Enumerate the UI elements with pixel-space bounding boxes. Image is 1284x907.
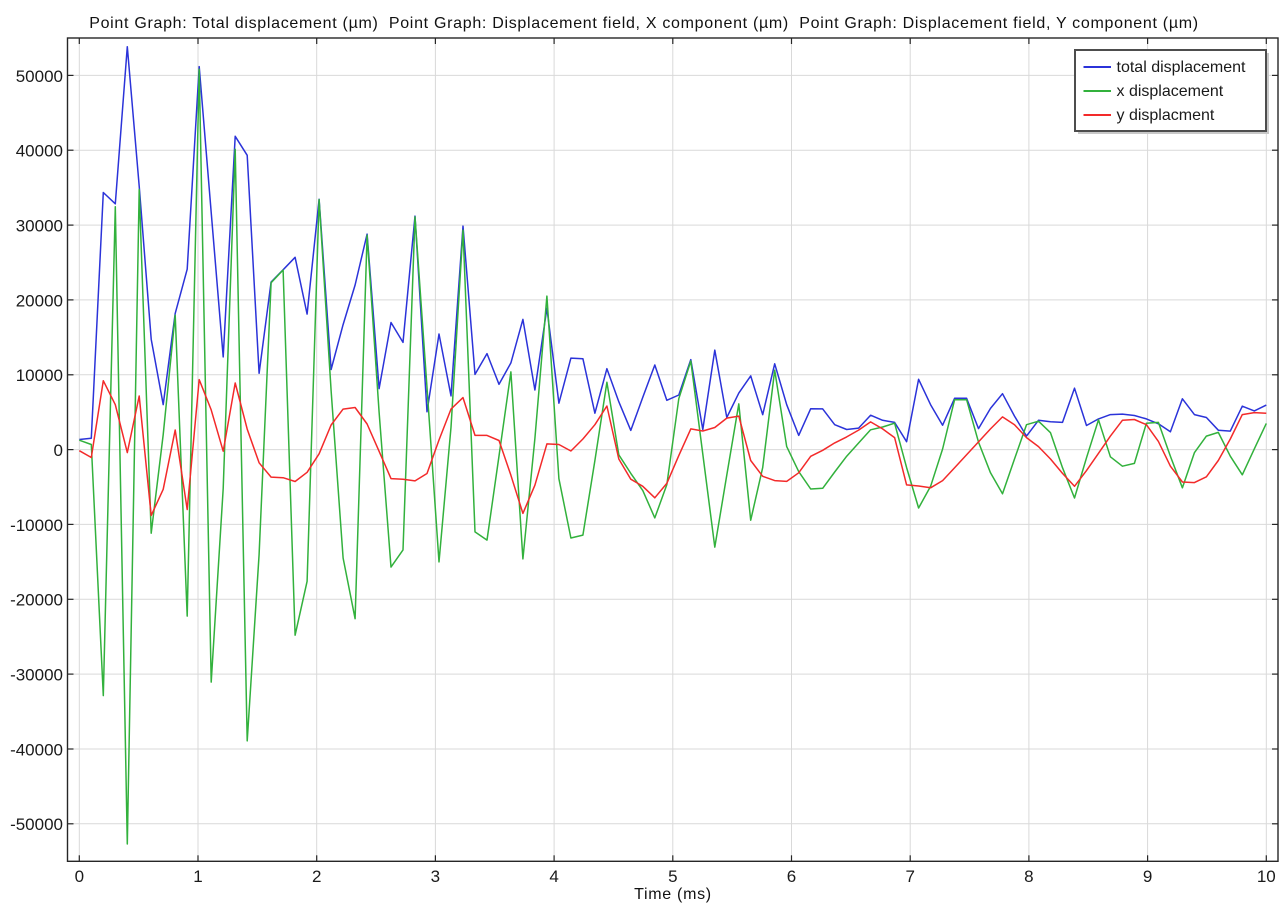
svg-text:10: 10 bbox=[1257, 867, 1276, 886]
svg-text:1: 1 bbox=[193, 867, 202, 886]
svg-text:40000: 40000 bbox=[16, 142, 63, 161]
svg-text:10000: 10000 bbox=[16, 366, 63, 385]
svg-text:-10000: -10000 bbox=[10, 516, 63, 535]
svg-text:7: 7 bbox=[905, 867, 914, 886]
svg-text:Time (ms): Time (ms) bbox=[634, 886, 712, 903]
svg-text:3: 3 bbox=[431, 867, 440, 886]
svg-text:0: 0 bbox=[75, 867, 84, 886]
svg-text:50000: 50000 bbox=[16, 67, 63, 86]
svg-text:total displacement: total displacement bbox=[1117, 59, 1247, 76]
svg-text:8: 8 bbox=[1024, 867, 1033, 886]
svg-text:9: 9 bbox=[1143, 867, 1152, 886]
svg-text:30000: 30000 bbox=[16, 217, 63, 236]
svg-text:6: 6 bbox=[787, 867, 796, 886]
svg-text:20000: 20000 bbox=[16, 291, 63, 310]
svg-text:Point Graph: Total displacemen: Point Graph: Total displacement (µm) Poi… bbox=[89, 15, 1199, 32]
svg-text:x displacement: x displacement bbox=[1117, 83, 1224, 100]
svg-text:-40000: -40000 bbox=[10, 740, 63, 759]
svg-text:0: 0 bbox=[54, 441, 63, 460]
svg-text:5: 5 bbox=[668, 867, 677, 886]
svg-text:-30000: -30000 bbox=[10, 666, 63, 685]
svg-text:y displacment: y displacment bbox=[1117, 107, 1215, 124]
svg-text:-20000: -20000 bbox=[10, 591, 63, 610]
svg-text:4: 4 bbox=[549, 867, 558, 886]
svg-text:2: 2 bbox=[312, 867, 321, 886]
svg-text:-50000: -50000 bbox=[10, 815, 63, 834]
